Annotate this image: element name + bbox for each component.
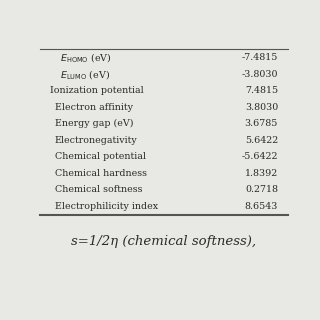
Text: Electrophilicity index: Electrophilicity index	[55, 202, 158, 211]
Text: $E_{\rm LUMO}$ (eV): $E_{\rm LUMO}$ (eV)	[60, 68, 110, 81]
Text: Electron affinity: Electron affinity	[55, 103, 133, 112]
Text: 1.8392: 1.8392	[245, 169, 278, 178]
Text: 3.6785: 3.6785	[245, 119, 278, 128]
Text: Chemical potential: Chemical potential	[55, 152, 146, 161]
Text: s=1/2η (chemical softness),: s=1/2η (chemical softness),	[71, 235, 257, 248]
Text: Ionization potential: Ionization potential	[50, 86, 144, 95]
Text: -7.4815: -7.4815	[242, 53, 278, 62]
Text: 5.6422: 5.6422	[245, 136, 278, 145]
Text: 3.8030: 3.8030	[245, 103, 278, 112]
Text: -3.8030: -3.8030	[242, 70, 278, 79]
Text: $E_{\rm HOMO}$ (eV): $E_{\rm HOMO}$ (eV)	[60, 51, 111, 64]
Text: 7.4815: 7.4815	[245, 86, 278, 95]
Text: Electronegativity: Electronegativity	[55, 136, 138, 145]
Text: 8.6543: 8.6543	[245, 202, 278, 211]
Text: 0.2718: 0.2718	[245, 185, 278, 194]
Text: Chemical hardness: Chemical hardness	[55, 169, 147, 178]
Text: -5.6422: -5.6422	[242, 152, 278, 161]
Text: Energy gap (eV): Energy gap (eV)	[55, 119, 133, 128]
Text: Chemical softness: Chemical softness	[55, 185, 142, 194]
